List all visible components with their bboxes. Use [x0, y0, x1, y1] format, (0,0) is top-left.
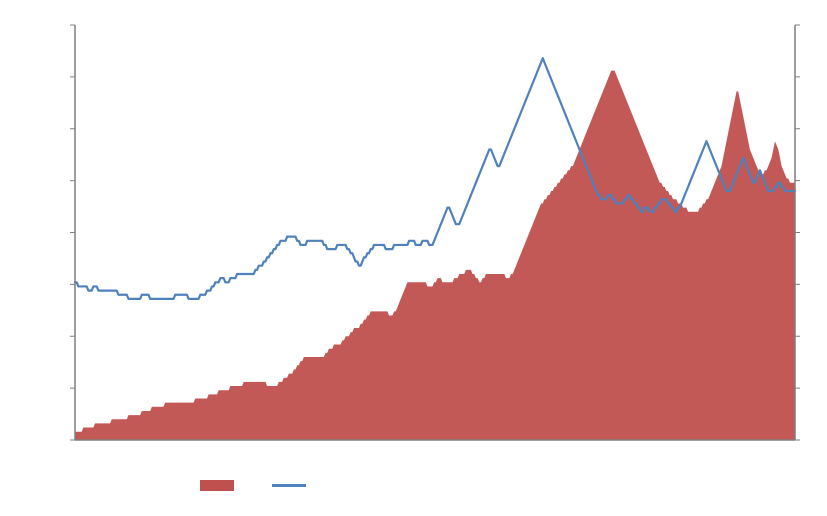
chart-legend: [200, 480, 314, 491]
legend-swatch-line: [272, 484, 306, 487]
area-series: [75, 71, 795, 440]
legend-swatch-area: [200, 480, 234, 491]
chart-svg: [0, 0, 827, 516]
legend-item: [272, 484, 314, 487]
chart-container: [0, 0, 827, 516]
legend-item: [200, 480, 242, 491]
